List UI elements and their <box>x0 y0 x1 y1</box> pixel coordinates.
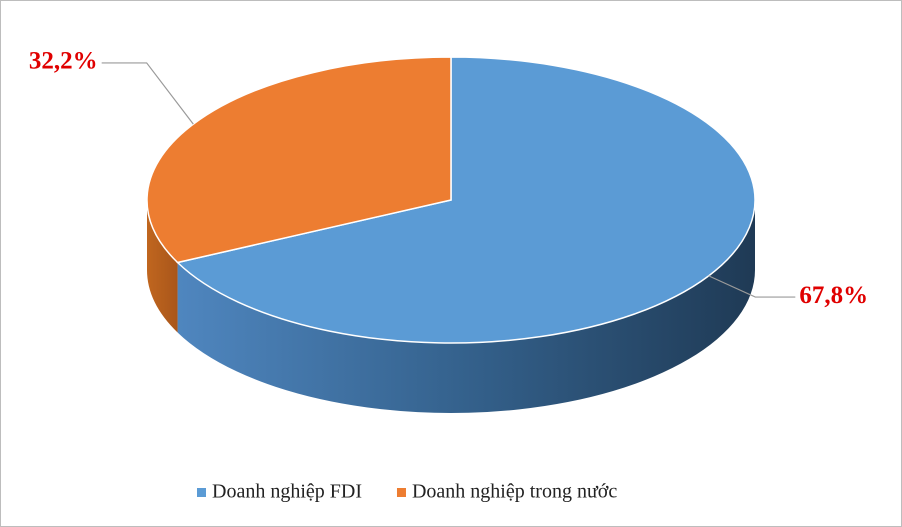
data-label: 67,8% <box>799 282 868 309</box>
pie-side <box>177 200 755 414</box>
legend-swatch <box>396 488 406 497</box>
data-label: 32,2% <box>29 48 98 75</box>
legend-swatch <box>197 488 206 497</box>
legend: Doanh nghiệp FDI Doanh nghiệp trong nước <box>197 481 617 503</box>
legend-label: Doanh nghiệp trong nước <box>412 481 617 503</box>
leader-line <box>708 275 796 298</box>
pie: 67,8% 32,2% <box>29 48 868 414</box>
pie-slice <box>176 56 756 344</box>
leader-line <box>101 62 194 125</box>
pie-slice <box>146 56 452 264</box>
legend-label: Doanh nghiệp FDI <box>212 481 362 503</box>
